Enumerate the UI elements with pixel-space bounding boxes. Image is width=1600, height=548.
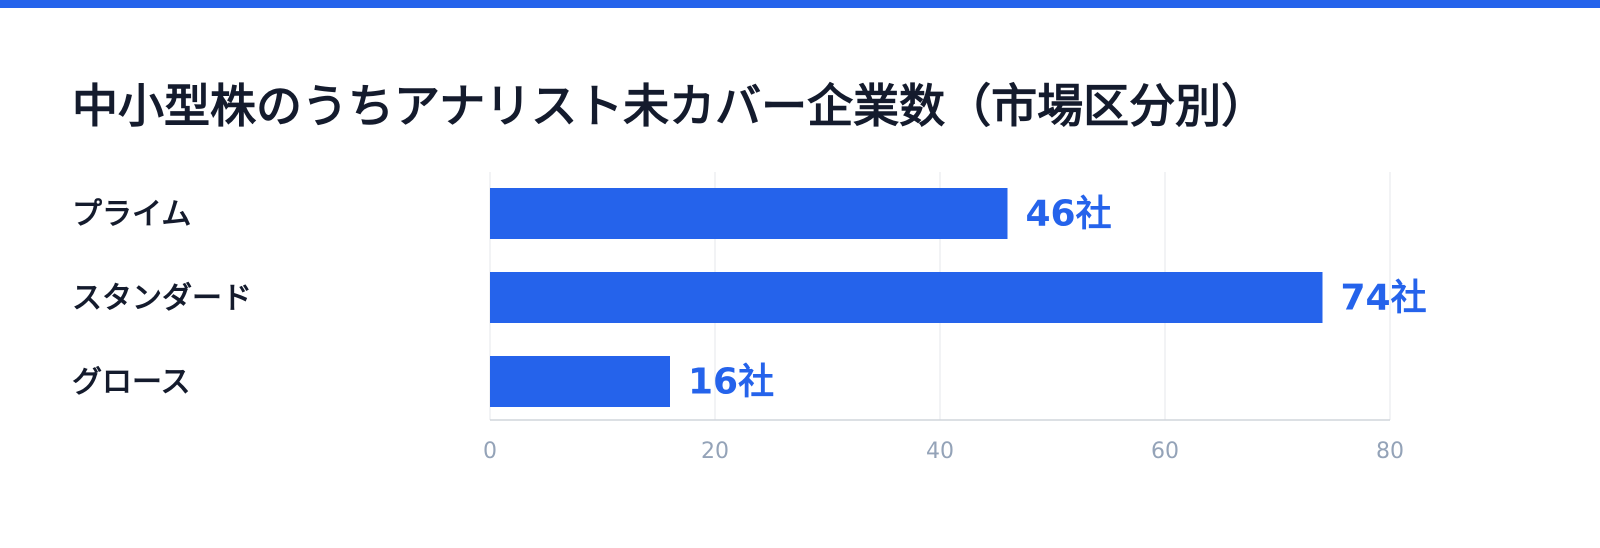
value-label: 74社 — [1341, 278, 1427, 319]
value-label: 46社 — [1026, 194, 1112, 235]
bar — [490, 272, 1323, 323]
bar — [490, 188, 1008, 239]
x-tick-label: 60 — [1151, 439, 1179, 464]
category-label: プライム — [72, 197, 191, 232]
top-band — [0, 0, 1600, 8]
x-tick-label: 40 — [926, 439, 954, 464]
value-label: 16社 — [688, 362, 774, 403]
category-label: スタンダード — [72, 281, 252, 316]
bar — [490, 356, 670, 407]
x-tick-label: 80 — [1376, 439, 1404, 464]
category-label: グロース — [72, 365, 191, 400]
x-tick-label: 0 — [483, 439, 497, 464]
chart-title: 中小型株のうちアナリスト未カバー企業数（市場区分別） — [72, 79, 1267, 133]
x-tick-label: 20 — [701, 439, 729, 464]
